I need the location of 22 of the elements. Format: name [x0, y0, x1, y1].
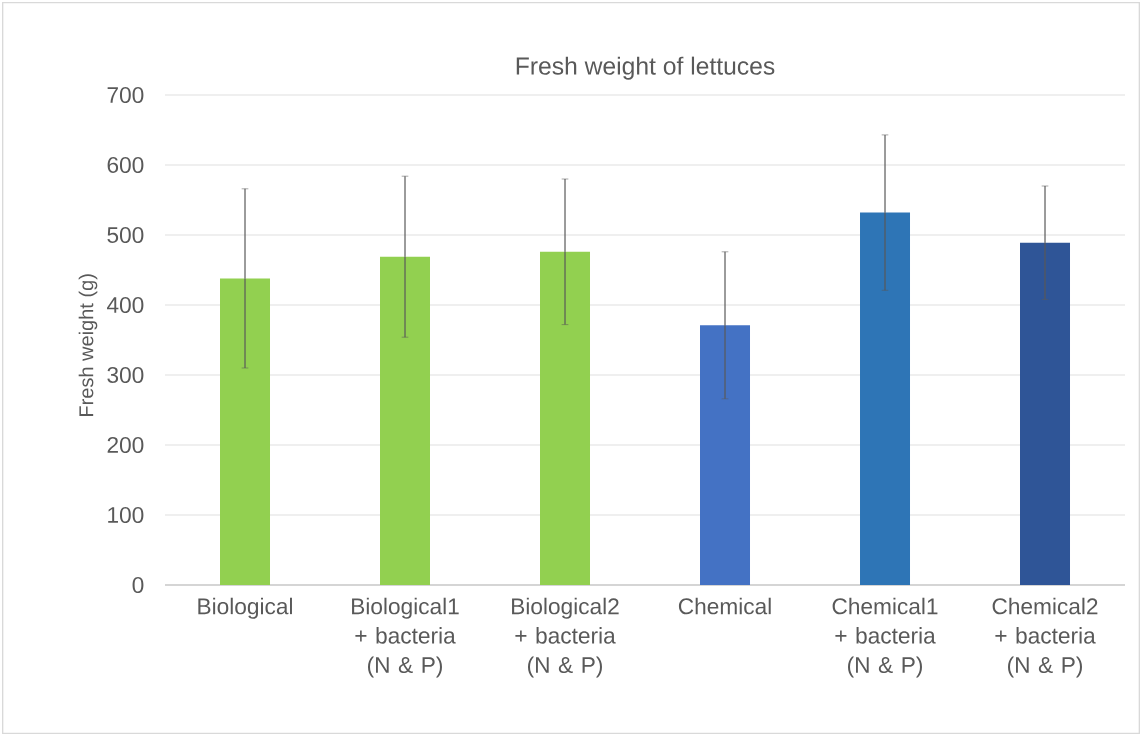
y-tick-label: 700 — [107, 86, 144, 104]
bar — [1020, 242, 1071, 585]
y-tick-label: 200 — [107, 436, 144, 454]
y-tick-label: 100 — [108, 506, 144, 524]
bar — [220, 278, 270, 585]
bar — [700, 325, 750, 585]
y-tick-label: 600 — [107, 156, 144, 174]
y-tick-label: 300 — [107, 366, 144, 384]
bar — [540, 251, 591, 585]
x-tick-label: Biological — [198, 597, 292, 619]
chart-title: Fresh weight of lettuces — [516, 56, 775, 80]
y-tick-label: 400 — [107, 296, 144, 314]
bar — [860, 212, 911, 585]
x-tick-label: Chemical — [678, 597, 771, 615]
x-tick-label: Biological1 + bacteria (N & P) — [352, 597, 459, 678]
bar — [380, 256, 430, 585]
x-tick-label: Chemical1 + bacteria (N & P) — [832, 597, 938, 678]
x-tick-label: Biological2 + bacteria (N & P) — [512, 597, 619, 678]
x-tick-label: Chemical2 + bacteria (N & P) — [992, 597, 1098, 678]
y-tick-label: 0 — [132, 576, 144, 594]
y-tick-label: 500 — [107, 226, 144, 244]
y-axis-title: Fresh weight (g) — [78, 274, 98, 416]
